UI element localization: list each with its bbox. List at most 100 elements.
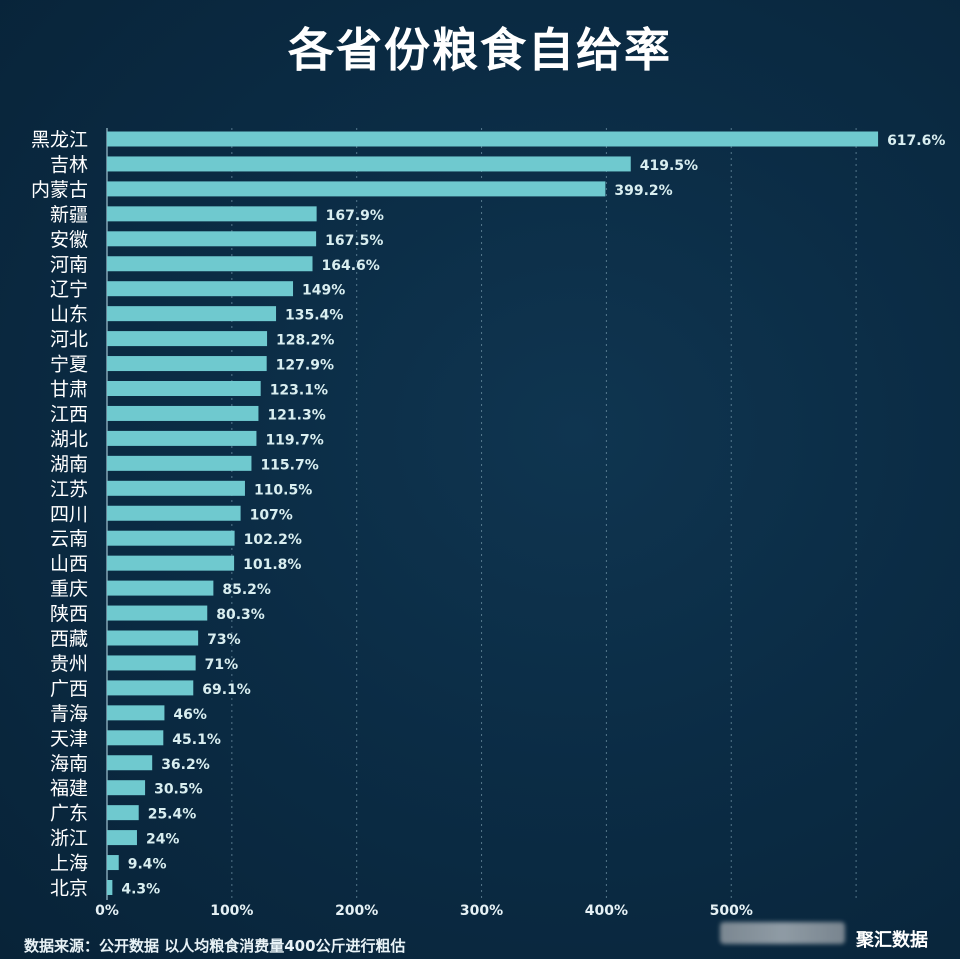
value-label: 617.6% xyxy=(887,133,945,149)
bar xyxy=(107,206,317,222)
value-label: 128.2% xyxy=(276,333,334,349)
category-label: 海南 xyxy=(50,753,88,775)
category-label: 广东 xyxy=(50,803,88,825)
bar xyxy=(107,430,257,446)
bar xyxy=(107,331,268,347)
value-label: 9.4% xyxy=(128,857,167,873)
category-label: 湖北 xyxy=(50,428,88,450)
value-label: 399.2% xyxy=(614,183,672,199)
bar xyxy=(107,855,119,871)
value-label: 102.2% xyxy=(244,532,302,548)
category-label: 江苏 xyxy=(50,478,88,500)
category-label: 西藏 xyxy=(50,628,88,650)
category-label: 辽宁 xyxy=(50,279,88,301)
value-label: 110.5% xyxy=(254,482,312,498)
value-label: 85.2% xyxy=(222,582,271,598)
brand-label: 聚汇数据 xyxy=(856,930,928,951)
category-label: 江西 xyxy=(50,403,88,425)
bar xyxy=(107,755,153,771)
value-label: 167.5% xyxy=(325,233,383,249)
bar xyxy=(107,281,294,297)
x-tick-label: 100% xyxy=(210,903,253,919)
bar xyxy=(107,256,313,272)
value-label: 36.2% xyxy=(161,757,210,773)
value-label: 419.5% xyxy=(640,158,698,174)
bar xyxy=(107,805,139,821)
category-label: 黑龙江 xyxy=(31,129,88,151)
category-label: 云南 xyxy=(50,528,88,550)
bar xyxy=(107,405,259,421)
category-label: 河北 xyxy=(50,329,88,351)
bar xyxy=(107,455,252,471)
category-label: 上海 xyxy=(50,853,88,875)
category-label: 山东 xyxy=(50,304,88,326)
category-label: 甘肃 xyxy=(50,379,88,401)
category-label: 安徽 xyxy=(50,229,88,251)
value-label: 73% xyxy=(207,632,241,648)
blurred-watermark xyxy=(720,922,845,944)
bar xyxy=(107,306,277,322)
category-label: 新疆 xyxy=(50,204,88,226)
category-label: 宁夏 xyxy=(50,354,88,376)
x-tick-label: 300% xyxy=(460,903,503,919)
bar xyxy=(107,630,199,646)
value-label: 4.3% xyxy=(121,882,160,898)
value-label: 71% xyxy=(205,657,239,673)
value-label: 69.1% xyxy=(202,682,251,698)
bar xyxy=(107,231,317,247)
category-label: 吉林 xyxy=(50,154,88,176)
x-tick-label: 500% xyxy=(710,903,753,919)
category-label: 湖南 xyxy=(50,453,88,475)
bar xyxy=(107,655,196,671)
value-label: 25.4% xyxy=(148,807,197,823)
bar xyxy=(107,580,214,596)
category-label: 北京 xyxy=(50,878,88,900)
value-label: 101.8% xyxy=(243,557,301,573)
value-label: 45.1% xyxy=(172,732,221,748)
chart-title: 各省份粮食自给率 xyxy=(288,23,672,77)
value-label: 121.3% xyxy=(267,407,325,423)
category-label: 重庆 xyxy=(50,578,88,600)
value-label: 149% xyxy=(302,283,345,299)
category-label: 山西 xyxy=(50,553,88,575)
bar xyxy=(107,555,235,571)
bar xyxy=(107,505,241,521)
value-label: 119.7% xyxy=(265,432,323,448)
value-label: 46% xyxy=(173,707,207,723)
category-label: 青海 xyxy=(50,703,88,725)
x-tick-label: 0% xyxy=(95,903,119,919)
category-label: 福建 xyxy=(50,778,88,800)
data-source-note: 数据来源：公开数据 以人均粮食消费量400公斤进行粗估 xyxy=(24,937,406,955)
bar xyxy=(107,356,267,372)
bar xyxy=(107,880,113,895)
bar xyxy=(107,830,137,846)
category-label: 天津 xyxy=(50,728,88,750)
bar xyxy=(107,780,146,796)
x-tick-label: 400% xyxy=(585,903,628,919)
bar xyxy=(107,381,261,396)
category-label: 四川 xyxy=(50,503,88,525)
value-label: 135.4% xyxy=(285,308,343,324)
value-label: 24% xyxy=(146,832,180,848)
bar xyxy=(107,181,606,197)
bar xyxy=(107,705,165,721)
value-label: 80.3% xyxy=(216,607,265,623)
value-label: 164.6% xyxy=(322,258,380,274)
bar xyxy=(107,480,245,496)
bar xyxy=(107,530,235,546)
category-label: 广西 xyxy=(50,678,88,700)
value-label: 127.9% xyxy=(276,358,334,374)
x-tick-label: 200% xyxy=(335,903,378,919)
category-label: 河南 xyxy=(50,254,88,276)
category-label: 贵州 xyxy=(50,653,88,675)
value-label: 115.7% xyxy=(260,457,318,473)
category-label: 内蒙古 xyxy=(31,179,88,201)
bar xyxy=(107,680,194,696)
value-label: 123.1% xyxy=(270,383,328,399)
bar xyxy=(107,131,879,147)
category-label: 陕西 xyxy=(50,603,88,625)
value-label: 30.5% xyxy=(154,782,203,798)
bar xyxy=(107,730,164,746)
